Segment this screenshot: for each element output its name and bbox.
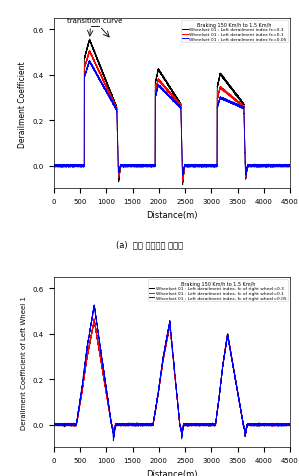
- Text: (a)  왼쪽 마찰계수 조정시: (a) 왼쪽 마찰계수 조정시: [116, 240, 183, 248]
- X-axis label: Distance(m): Distance(m): [146, 469, 198, 476]
- Y-axis label: Derailment Coefficient: Derailment Coefficient: [18, 61, 27, 147]
- X-axis label: Distance(m): Distance(m): [146, 210, 198, 219]
- Legend: Wheelset 01 : Left derailment index fc=0.3, Wheelset 01 : Left derailment index : Wheelset 01 : Left derailment index fc=0…: [181, 21, 288, 43]
- Text: transition curve: transition curve: [67, 18, 123, 24]
- Y-axis label: Derailment Coefficient of Left Wheel 1: Derailment Coefficient of Left Wheel 1: [21, 296, 27, 429]
- Legend: Wheelset 01 : Left derailment index, fc of right wheel=0.3, Wheelset 01 : Left d: Wheelset 01 : Left derailment index, fc …: [148, 280, 288, 302]
